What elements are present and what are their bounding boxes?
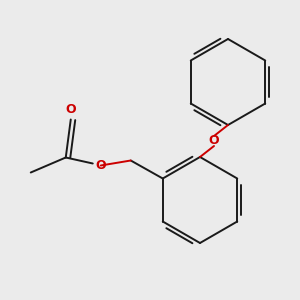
Text: O: O xyxy=(209,134,219,148)
Text: O: O xyxy=(65,103,76,116)
Text: O: O xyxy=(95,159,106,172)
